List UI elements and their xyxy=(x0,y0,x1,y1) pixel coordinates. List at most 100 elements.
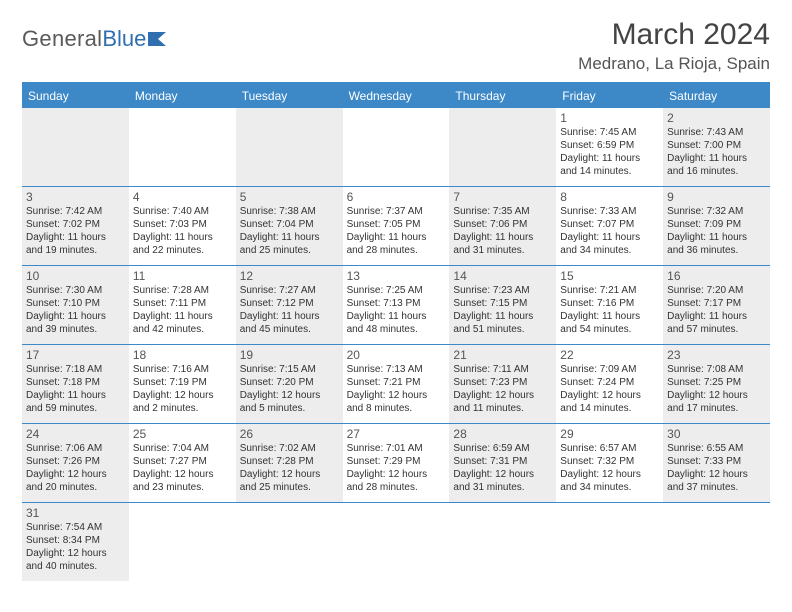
sunrise-text: Sunrise: 7:01 AM xyxy=(347,443,446,456)
sunrise-text: Sunrise: 7:18 AM xyxy=(26,364,125,377)
day-number: 7 xyxy=(453,190,552,205)
sunrise-text: Sunrise: 7:42 AM xyxy=(26,206,125,219)
daylight-text: Daylight: 11 hours and 14 minutes. xyxy=(560,153,659,179)
day-number: 19 xyxy=(240,348,339,363)
calendar-cell: 25Sunrise: 7:04 AMSunset: 7:27 PMDayligh… xyxy=(129,424,236,502)
sunrise-text: Sunrise: 7:09 AM xyxy=(560,364,659,377)
calendar-cell: 10Sunrise: 7:30 AMSunset: 7:10 PMDayligh… xyxy=(22,266,129,344)
sunset-text: Sunset: 7:13 PM xyxy=(347,298,446,311)
daylight-text: Daylight: 11 hours and 54 minutes. xyxy=(560,311,659,337)
sunrise-text: Sunrise: 7:16 AM xyxy=(133,364,232,377)
sunset-text: Sunset: 7:09 PM xyxy=(667,219,766,232)
sunrise-text: Sunrise: 7:04 AM xyxy=(133,443,232,456)
day-number: 8 xyxy=(560,190,659,205)
calendar-cell: 5Sunrise: 7:38 AMSunset: 7:04 PMDaylight… xyxy=(236,187,343,265)
sunset-text: Sunset: 7:07 PM xyxy=(560,219,659,232)
calendar-cell xyxy=(129,503,236,581)
calendar-cell: 28Sunrise: 6:59 AMSunset: 7:31 PMDayligh… xyxy=(449,424,556,502)
sunset-text: Sunset: 7:21 PM xyxy=(347,377,446,390)
calendar-cell: 3Sunrise: 7:42 AMSunset: 7:02 PMDaylight… xyxy=(22,187,129,265)
month-title: March 2024 xyxy=(578,18,770,52)
calendar-cell: 19Sunrise: 7:15 AMSunset: 7:20 PMDayligh… xyxy=(236,345,343,423)
day-number: 1 xyxy=(560,111,659,126)
day-number: 31 xyxy=(26,506,125,521)
day-number: 11 xyxy=(133,269,232,284)
sunset-text: Sunset: 7:06 PM xyxy=(453,219,552,232)
sunset-text: Sunset: 7:15 PM xyxy=(453,298,552,311)
sunrise-text: Sunrise: 7:15 AM xyxy=(240,364,339,377)
daylight-text: Daylight: 11 hours and 19 minutes. xyxy=(26,232,125,258)
calendar-cell xyxy=(343,108,450,186)
calendar-page: GeneralBlue March 2024 Medrano, La Rioja… xyxy=(0,0,792,599)
calendar-cell xyxy=(556,503,663,581)
calendar-cell: 14Sunrise: 7:23 AMSunset: 7:15 PMDayligh… xyxy=(449,266,556,344)
sunset-text: Sunset: 8:34 PM xyxy=(26,535,125,548)
calendar-cell xyxy=(663,503,770,581)
sunrise-text: Sunrise: 7:28 AM xyxy=(133,285,232,298)
sunrise-text: Sunrise: 7:35 AM xyxy=(453,206,552,219)
daylight-text: Daylight: 12 hours and 17 minutes. xyxy=(667,390,766,416)
day-header: Saturday xyxy=(663,84,770,108)
daylight-text: Daylight: 11 hours and 59 minutes. xyxy=(26,390,125,416)
sunset-text: Sunset: 7:23 PM xyxy=(453,377,552,390)
calendar-grid: SundayMondayTuesdayWednesdayThursdayFrid… xyxy=(22,82,770,581)
sunrise-text: Sunrise: 7:11 AM xyxy=(453,364,552,377)
day-number: 29 xyxy=(560,427,659,442)
daylight-text: Daylight: 11 hours and 36 minutes. xyxy=(667,232,766,258)
daylight-text: Daylight: 11 hours and 22 minutes. xyxy=(133,232,232,258)
sunrise-text: Sunrise: 7:37 AM xyxy=(347,206,446,219)
day-number: 2 xyxy=(667,111,766,126)
sunrise-text: Sunrise: 6:55 AM xyxy=(667,443,766,456)
sunset-text: Sunset: 7:11 PM xyxy=(133,298,232,311)
sunrise-text: Sunrise: 7:38 AM xyxy=(240,206,339,219)
calendar-cell: 26Sunrise: 7:02 AMSunset: 7:28 PMDayligh… xyxy=(236,424,343,502)
calendar-cell: 9Sunrise: 7:32 AMSunset: 7:09 PMDaylight… xyxy=(663,187,770,265)
calendar-cell: 7Sunrise: 7:35 AMSunset: 7:06 PMDaylight… xyxy=(449,187,556,265)
calendar-cell: 18Sunrise: 7:16 AMSunset: 7:19 PMDayligh… xyxy=(129,345,236,423)
sunrise-text: Sunrise: 7:13 AM xyxy=(347,364,446,377)
calendar-cell: 24Sunrise: 7:06 AMSunset: 7:26 PMDayligh… xyxy=(22,424,129,502)
sunrise-text: Sunrise: 7:23 AM xyxy=(453,285,552,298)
sunset-text: Sunset: 7:10 PM xyxy=(26,298,125,311)
calendar-cell: 20Sunrise: 7:13 AMSunset: 7:21 PMDayligh… xyxy=(343,345,450,423)
daylight-text: Daylight: 12 hours and 34 minutes. xyxy=(560,469,659,495)
title-block: March 2024 Medrano, La Rioja, Spain xyxy=(578,18,770,74)
calendar-cell xyxy=(449,108,556,186)
sunrise-text: Sunrise: 6:59 AM xyxy=(453,443,552,456)
daylight-text: Daylight: 11 hours and 39 minutes. xyxy=(26,311,125,337)
logo-flag-icon xyxy=(148,30,170,46)
sunset-text: Sunset: 7:18 PM xyxy=(26,377,125,390)
calendar-cell: 4Sunrise: 7:40 AMSunset: 7:03 PMDaylight… xyxy=(129,187,236,265)
calendar-cell: 27Sunrise: 7:01 AMSunset: 7:29 PMDayligh… xyxy=(343,424,450,502)
calendar-cell: 23Sunrise: 7:08 AMSunset: 7:25 PMDayligh… xyxy=(663,345,770,423)
daylight-text: Daylight: 11 hours and 42 minutes. xyxy=(133,311,232,337)
calendar-cell: 11Sunrise: 7:28 AMSunset: 7:11 PMDayligh… xyxy=(129,266,236,344)
day-header: Tuesday xyxy=(236,84,343,108)
daylight-text: Daylight: 12 hours and 25 minutes. xyxy=(240,469,339,495)
day-header: Thursday xyxy=(449,84,556,108)
logo: GeneralBlue xyxy=(22,18,170,52)
day-number: 30 xyxy=(667,427,766,442)
logo-text-general: General xyxy=(22,26,102,52)
day-number: 17 xyxy=(26,348,125,363)
sunset-text: Sunset: 7:00 PM xyxy=(667,140,766,153)
day-number: 5 xyxy=(240,190,339,205)
calendar-cell: 8Sunrise: 7:33 AMSunset: 7:07 PMDaylight… xyxy=(556,187,663,265)
sunset-text: Sunset: 7:28 PM xyxy=(240,456,339,469)
sunrise-text: Sunrise: 7:54 AM xyxy=(26,522,125,535)
day-number: 15 xyxy=(560,269,659,284)
daylight-text: Daylight: 12 hours and 8 minutes. xyxy=(347,390,446,416)
sunrise-text: Sunrise: 7:45 AM xyxy=(560,127,659,140)
sunrise-text: Sunrise: 7:43 AM xyxy=(667,127,766,140)
calendar-cell xyxy=(236,108,343,186)
sunrise-text: Sunrise: 7:02 AM xyxy=(240,443,339,456)
sunrise-text: Sunrise: 7:40 AM xyxy=(133,206,232,219)
sunset-text: Sunset: 7:02 PM xyxy=(26,219,125,232)
daylight-text: Daylight: 12 hours and 14 minutes. xyxy=(560,390,659,416)
day-header: Sunday xyxy=(22,84,129,108)
daylight-text: Daylight: 12 hours and 28 minutes. xyxy=(347,469,446,495)
calendar-cell: 2Sunrise: 7:43 AMSunset: 7:00 PMDaylight… xyxy=(663,108,770,186)
daylight-text: Daylight: 12 hours and 40 minutes. xyxy=(26,548,125,574)
calendar-cell: 16Sunrise: 7:20 AMSunset: 7:17 PMDayligh… xyxy=(663,266,770,344)
calendar-cell xyxy=(343,503,450,581)
